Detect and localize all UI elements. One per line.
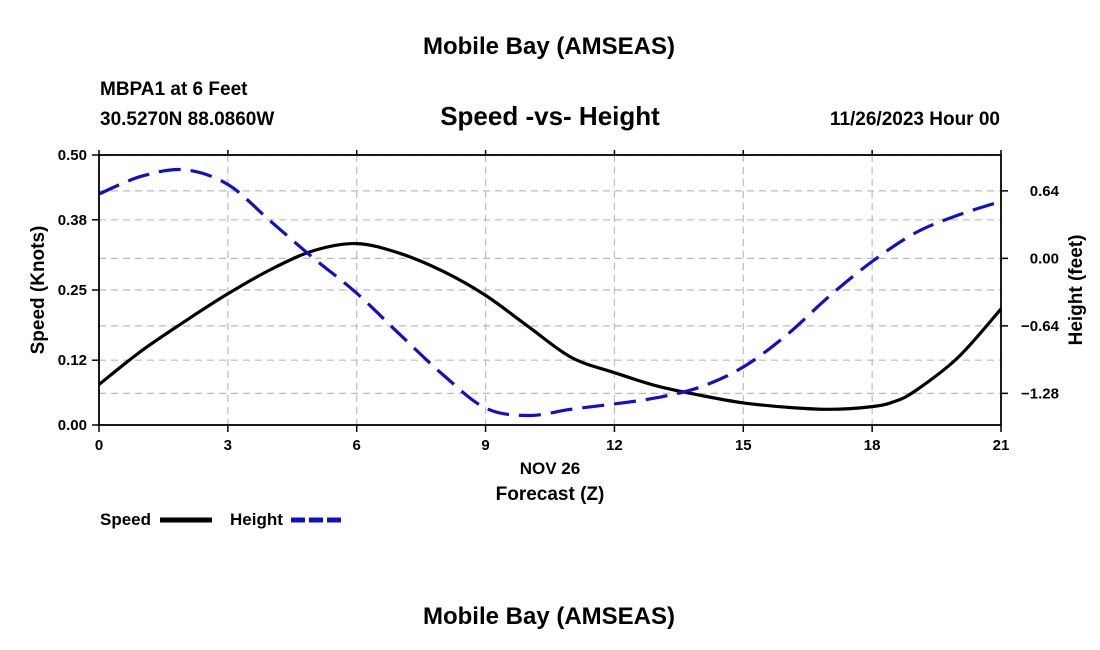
x-tick-label: 0: [95, 437, 103, 454]
forecast-datetime: 11/26/2023 Hour 00: [830, 109, 1000, 130]
x-tick-label: 21: [993, 437, 1010, 454]
x-tick-label: 9: [481, 437, 489, 454]
y2-tick-label: −1.28: [1021, 385, 1059, 402]
y-axis-label: Speed (Knots): [28, 226, 49, 355]
x-tick-label: 15: [735, 437, 752, 454]
y-tick-label: 0.00: [58, 417, 87, 434]
y-tick-label: 0.38: [58, 212, 87, 229]
grid-layer: [99, 155, 1001, 425]
legend: Speed Height: [100, 510, 343, 529]
y2-axis-label: Height (feet): [1066, 235, 1087, 346]
x-tick-label: 6: [353, 437, 361, 454]
series-layer: [98, 167, 1003, 418]
series-line-height: [98, 167, 1002, 418]
station-label: MBPA1 at 6 Feet: [100, 79, 248, 100]
chart-title: Mobile Bay (AMSEAS): [423, 33, 675, 60]
footer-title: Mobile Bay (AMSEAS): [423, 603, 675, 630]
y2-tick-label: 0.00: [1030, 250, 1059, 267]
y-tick-label: 0.50: [58, 147, 87, 164]
x-tick-label: 18: [864, 437, 881, 454]
series-line-speed: [98, 241, 1003, 411]
chart-subtitle: Speed -vs- Height: [440, 101, 660, 131]
x-tick-label: 3: [224, 437, 232, 454]
x-axis-label: Forecast (Z): [496, 484, 605, 505]
y2-tick-label: −0.64: [1021, 318, 1060, 335]
legend-speed-label: Speed: [100, 510, 151, 529]
y2-tick-label: 0.64: [1030, 183, 1060, 200]
station-coordinates: 30.5270N 88.0860W: [100, 109, 274, 130]
y-tick-label: 0.12: [58, 352, 87, 369]
x-tick-label: 12: [606, 437, 623, 454]
axis-layer: 0 3 6 9 12 15 18 21 0.00 0.12 0.25 0.38 0.50 0.64 0.00…: [58, 147, 1060, 454]
legend-height-label: Height: [230, 510, 283, 529]
x-axis-date-label: NOV 26: [520, 459, 580, 478]
y-tick-label: 0.25: [58, 282, 87, 299]
